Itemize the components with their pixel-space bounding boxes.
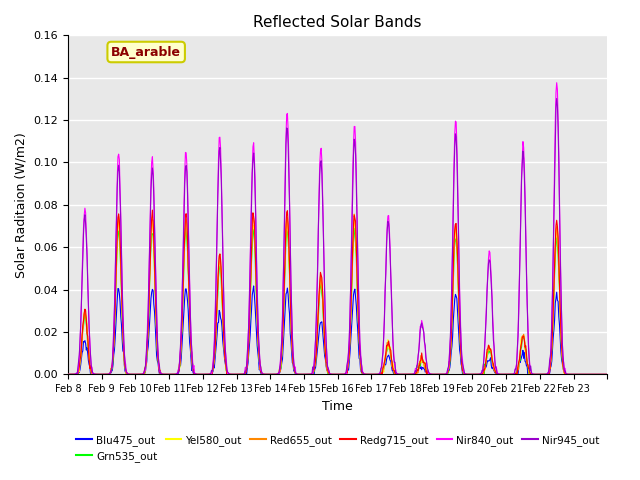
Blu475_out [425, 371, 433, 377]
Nir840_out [275, 371, 282, 376]
Nir945_out [128, 372, 136, 377]
Redg715_out [223, 372, 231, 377]
Blu475_out [275, 371, 283, 376]
Nir945_out [74, 372, 81, 377]
Line: Grn535_out: Grn535_out [68, 228, 607, 374]
Y-axis label: Solar Raditaion (W/m2): Solar Raditaion (W/m2) [15, 132, 28, 278]
Title: Reflected Solar Bands: Reflected Solar Bands [253, 15, 422, 30]
Nir840_out [227, 372, 235, 377]
Redg715_out [228, 372, 236, 377]
Redg715_out [64, 372, 72, 377]
Nir945_out [227, 372, 235, 377]
Grn535_out [64, 372, 72, 377]
Redg715_out [127, 372, 135, 377]
Blu475_out [395, 372, 403, 377]
Red655_out [122, 372, 130, 377]
Red655_out [275, 371, 282, 377]
Nir840_out [128, 372, 136, 377]
Nir945_out [553, 96, 561, 101]
Red655_out [425, 371, 433, 377]
Grn535_out [254, 329, 262, 335]
Yel580_out [604, 372, 611, 377]
Yel580_out [425, 371, 433, 377]
Grn535_out [127, 372, 135, 377]
Nir945_out [64, 372, 72, 377]
Redg715_out [255, 344, 262, 349]
Blu475_out [255, 357, 262, 363]
Line: Red655_out: Red655_out [68, 214, 607, 374]
Nir840_out [64, 372, 72, 377]
Line: Nir840_out: Nir840_out [68, 83, 607, 374]
Line: Blu475_out: Blu475_out [68, 286, 607, 374]
Yel580_out [228, 372, 236, 377]
Yel580_out [64, 372, 72, 377]
Nir945_out [394, 371, 402, 377]
Nir945_out [604, 372, 611, 377]
Nir945_out [275, 371, 282, 376]
Nir945_out [424, 367, 432, 373]
Line: Redg715_out: Redg715_out [68, 210, 607, 374]
Nir840_out [604, 372, 611, 377]
Nir840_out [394, 371, 402, 377]
Yel580_out [128, 372, 136, 377]
Redg715_out [148, 207, 156, 213]
Blu475_out [250, 283, 257, 289]
Nir840_out [553, 80, 561, 85]
Yel580_out [255, 345, 262, 350]
Red655_out [395, 372, 403, 377]
Grn535_out [425, 371, 433, 377]
Grn535_out [395, 372, 403, 377]
Grn535_out [604, 372, 611, 377]
Text: BA_arable: BA_arable [111, 46, 181, 59]
Grn535_out [209, 372, 216, 377]
Red655_out [128, 372, 136, 377]
Blu475_out [227, 372, 234, 377]
Red655_out [227, 372, 235, 377]
Red655_out [604, 372, 611, 377]
Red655_out [254, 329, 262, 335]
Redg715_out [425, 371, 433, 377]
Grn535_out [350, 225, 358, 231]
Yel580_out [148, 214, 156, 220]
Blu475_out [243, 372, 250, 377]
Legend: Blu475_out, Grn535_out, Yel580_out, Red655_out, Redg715_out, Nir840_out, Nir945_: Blu475_out, Grn535_out, Yel580_out, Red6… [72, 431, 604, 466]
Red655_out [350, 211, 358, 217]
Line: Nir945_out: Nir945_out [68, 98, 607, 374]
Red655_out [64, 372, 72, 377]
Yel580_out [395, 372, 403, 377]
Line: Yel580_out: Yel580_out [68, 217, 607, 374]
Nir840_out [424, 368, 432, 373]
Nir840_out [254, 309, 262, 315]
X-axis label: Time: Time [323, 400, 353, 413]
Yel580_out [275, 370, 283, 376]
Blu475_out [64, 372, 72, 377]
Yel580_out [122, 372, 130, 377]
Blu475_out [127, 372, 135, 377]
Blu475_out [604, 372, 611, 377]
Redg715_out [275, 370, 283, 376]
Grn535_out [227, 372, 235, 377]
Redg715_out [604, 372, 611, 377]
Nir945_out [254, 315, 262, 321]
Grn535_out [275, 371, 282, 377]
Redg715_out [395, 372, 403, 377]
Nir840_out [74, 372, 81, 377]
